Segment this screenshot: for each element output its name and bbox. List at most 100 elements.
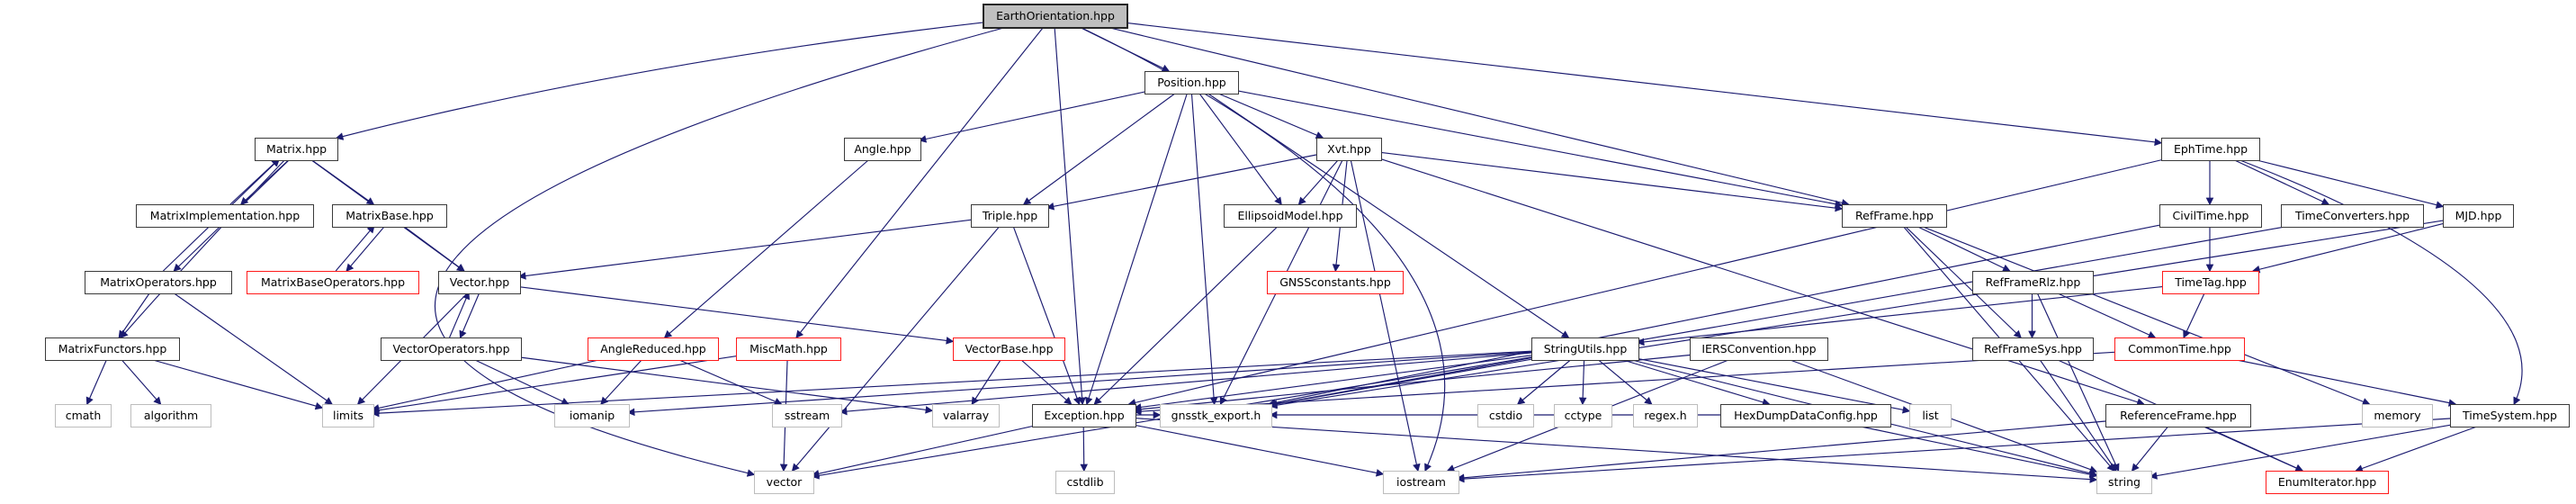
include-edge-StringUtils-hpp-to-HexDumpDataConfig-hpp	[1620, 358, 1771, 407]
include-edge-CommonTime-hpp-to-Exception-hpp	[1133, 351, 2115, 416]
include-edge-AngleReduced-hpp-to-iomanip	[600, 358, 643, 405]
graph-node-matrixoperators-hpp[interactable]: MatrixOperators.hpp	[85, 271, 232, 294]
graph-node-memory: memory	[2362, 404, 2433, 428]
graph-node-exception-hpp[interactable]: Exception.hpp	[1032, 404, 1136, 428]
include-edge-TimeTag-hpp-to-StringUtils-hpp	[1636, 286, 2163, 346]
include-edge-AngleReduced-hpp-to-limits	[371, 358, 604, 412]
include-edge-EllipsoidModel-hpp-to-Exception-hpp	[1093, 225, 1279, 405]
include-edge-Xvt-hpp-to-iostream	[1350, 158, 1421, 472]
graph-node-timetag-hpp[interactable]: TimeTag.hpp	[2162, 271, 2259, 294]
include-edge-Triple-hpp-to-Vector-hpp	[517, 219, 972, 280]
include-edge-StringUtils-hpp-to-cctype	[1578, 358, 1587, 406]
include-edge-MatrixFunctors-hpp-to-cmath	[85, 358, 108, 406]
include-edge-CommonTime-hpp-to-TimeSystem-hpp	[2231, 358, 2457, 407]
include-edge-VectorOperators-hpp-to-Vector-hpp	[449, 291, 470, 338]
include-edge-Matrix-hpp-to-MatrixFunctors-hpp	[120, 158, 286, 338]
include-edge-MatrixFunctors-hpp-to-limits	[149, 358, 324, 410]
graph-node-mjd-hpp[interactable]: MJD.hpp	[2443, 204, 2514, 228]
include-edge-EarthOrientation-hpp-to-MiscMath-hpp	[795, 24, 1046, 339]
include-edge-VectorBase-hpp-to-Exception-hpp	[1019, 358, 1073, 405]
include-edge-VectorBase-hpp-to-valarray	[971, 358, 1002, 406]
include-edge-MatrixBaseOperators-hpp-to-MatrixBase-hpp	[335, 225, 375, 272]
graph-node-vector: vector	[754, 471, 814, 494]
include-edge-StringUtils-hpp-to-cstdio	[1516, 358, 1572, 405]
graph-node-cctype: cctype	[1554, 404, 1612, 428]
graph-node-vectorbase-hpp[interactable]: VectorBase.hpp	[953, 338, 1065, 361]
include-edge-MJD-hpp-to-TimeTag-hpp	[2251, 223, 2444, 274]
graph-node-string: string	[2096, 471, 2152, 494]
include-edge-RefFrame-hpp-to-RefFrameRlz-hpp	[1916, 225, 2011, 272]
include-edge-Position-hpp-to-gnsstk-export-h	[1190, 92, 1218, 406]
graph-node-refframe-hpp[interactable]: RefFrame.hpp	[1842, 204, 1947, 228]
graph-node-matrixfunctors-hpp[interactable]: MatrixFunctors.hpp	[45, 338, 180, 361]
graph-node-matrix-hpp[interactable]: Matrix.hpp	[255, 138, 338, 161]
graph-node-valarray: valarray	[932, 404, 1000, 428]
include-edge-Xvt-hpp-to-EllipsoidModel-hpp	[1297, 158, 1340, 205]
include-edge-Exception-hpp-to-string	[1134, 418, 2098, 483]
include-edge-Position-hpp-to-StringUtils-hpp	[1206, 92, 1570, 338]
graph-node-iostream: iostream	[1383, 471, 1459, 494]
include-edge-MatrixBase-hpp-to-Vector-hpp	[402, 225, 465, 272]
include-edge-EarthOrientation-hpp-to-RefFrame-hpp	[1099, 24, 1850, 207]
graph-node-refframesys-hpp[interactable]: RefFrameSys.hpp	[1972, 338, 2094, 361]
graph-node-sstream: sstream	[772, 404, 842, 428]
include-edge-EphTime-hpp-to-TimeConverters-hpp	[2232, 158, 2330, 205]
include-edge-RefFrame-hpp-to-RefFrameSys-hpp	[1904, 225, 2022, 338]
include-edge-TimeConverters-hpp-to-gnsstk-export-h	[1269, 225, 2291, 409]
include-edge-VectorOperators-hpp-to-valarray	[519, 356, 934, 414]
graph-node-list: list	[1909, 404, 1952, 428]
include-edge-RefFrame-hpp-to-memory	[1920, 225, 2371, 406]
graph-node-miscmath-hpp[interactable]: MiscMath.hpp	[736, 338, 841, 361]
graph-node-angle-hpp[interactable]: Angle.hpp	[844, 138, 921, 161]
graph-node-matriximplementation-hpp[interactable]: MatrixImplementation.hpp	[136, 204, 314, 228]
include-edge-AngleReduced-hpp-to-sstream	[677, 358, 783, 406]
graph-node-matrixbase-hpp[interactable]: MatrixBase.hpp	[332, 204, 447, 228]
include-edge-Position-hpp-to-Xvt-hpp	[1216, 92, 1324, 140]
graph-node-iersconvention-hpp[interactable]: IERSConvention.hpp	[1690, 338, 1828, 361]
graph-node-xvt-hpp[interactable]: Xvt.hpp	[1316, 138, 1382, 161]
include-edge-Vector-hpp-to-VectorOperators-hpp	[459, 292, 480, 339]
graph-node-matrixbaseoperators-hpp[interactable]: MatrixBaseOperators.hpp	[247, 271, 419, 294]
graph-node-civiltime-hpp[interactable]: CivilTime.hpp	[2159, 204, 2262, 228]
graph-node-enumiterator-hpp[interactable]: EnumIterator.hpp	[2266, 471, 2389, 494]
include-edge-EarthOrientation-hpp-to-vector	[434, 24, 1014, 477]
include-edge-Angle-hpp-to-AngleReduced-hpp	[663, 158, 870, 338]
include-edge-ReferenceFrame-hpp-to-string	[2131, 425, 2169, 472]
graph-node-timeconverters-hpp[interactable]: TimeConverters.hpp	[2281, 204, 2424, 228]
graph-node-hexdumpdataconfig-hpp[interactable]: HexDumpDataConfig.hpp	[1720, 404, 1891, 428]
graph-node-limits: limits	[322, 404, 374, 428]
graph-node-stringutils-hpp[interactable]: StringUtils.hpp	[1531, 338, 1639, 361]
graph-node-ephtime-hpp[interactable]: EphTime.hpp	[2161, 138, 2260, 161]
graph-node-cstdio: cstdio	[1477, 404, 1534, 428]
include-edge-Triple-hpp-to-vector	[791, 225, 1001, 472]
include-edge-RefFrameRlz-hpp-to-string	[2036, 292, 2120, 472]
graph-node-triple-hpp[interactable]: Triple.hpp	[971, 204, 1049, 228]
include-edge-Position-hpp-to-Triple-hpp	[1022, 92, 1177, 205]
graph-node-iomanip: iomanip	[554, 404, 630, 428]
graph-node-regex-h: regex.h	[1633, 404, 1698, 428]
include-edge-ReferenceFrame-hpp-to-EnumIterator-hpp	[2201, 425, 2303, 472]
include-edge-Xvt-hpp-to-ReferenceFrame-hpp	[1379, 158, 2145, 406]
graph-node-refframerlz-hpp[interactable]: RefFrameRlz.hpp	[1972, 271, 2094, 294]
graph-node-position-hpp[interactable]: Position.hpp	[1144, 71, 1239, 94]
graph-node-vector-hpp[interactable]: Vector.hpp	[438, 271, 521, 294]
include-edge-MJD-hpp-to-gnsstk-export-h	[1269, 220, 2444, 410]
graph-node-vectoroperators-hpp[interactable]: VectorOperators.hpp	[381, 338, 522, 361]
include-edge-Xvt-hpp-to-RefFrame-hpp	[1379, 151, 1844, 212]
graph-node-referenceframe-hpp[interactable]: ReferenceFrame.hpp	[2105, 404, 2251, 428]
include-edge-EphTime-hpp-to-MJD-hpp	[2253, 158, 2445, 209]
include-edge-Exception-hpp-to-iostream	[1134, 424, 1385, 477]
include-edge-Position-hpp-to-Exception-hpp	[1085, 92, 1189, 406]
include-edge-TimeSystem-hpp-to-EnumIterator-hpp	[2355, 425, 2480, 472]
include-edge-MatrixOperators-hpp-to-MatrixFunctors-hpp	[118, 292, 151, 339]
graph-node-ellipsoidmodel-hpp[interactable]: EllipsoidModel.hpp	[1224, 204, 1357, 228]
include-edge-Position-hpp-to-RefFrame-hpp	[1236, 90, 1844, 208]
include-edge-StringUtils-hpp-to-list	[1637, 357, 1911, 414]
graph-node-timesystem-hpp[interactable]: TimeSystem.hpp	[2450, 404, 2570, 428]
graph-node-commontime-hpp[interactable]: CommonTime.hpp	[2114, 338, 2245, 361]
graph-node-gnssconstants-hpp[interactable]: GNSSconstants.hpp	[1267, 271, 1404, 294]
graph-node-anglereduced-hpp[interactable]: AngleReduced.hpp	[588, 338, 719, 361]
include-edge-EphTime-hpp-to-TimeSystem-hpp	[2237, 158, 2523, 406]
